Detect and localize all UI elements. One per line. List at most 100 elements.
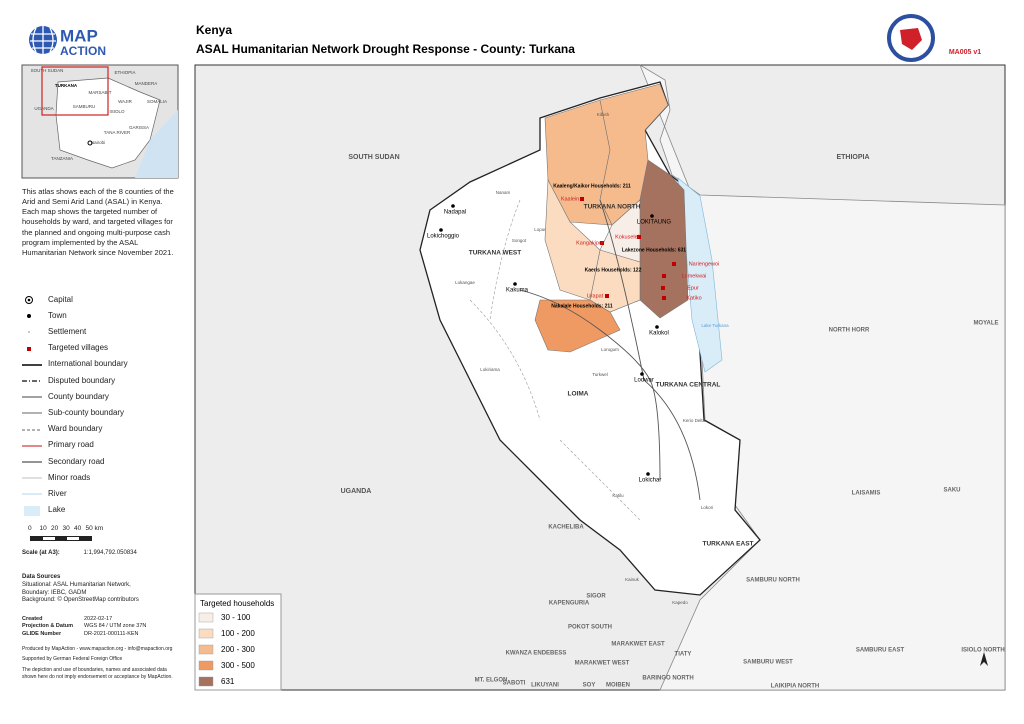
- inset-label: WAJIR: [118, 99, 133, 104]
- subcountie-label: TURKANA EAST: [702, 541, 753, 548]
- ward-callout: Kaeris Households: 122: [585, 267, 642, 273]
- class-label: 631: [221, 677, 235, 686]
- data-sources: Data Sources Situational: ASAL Humanitar…: [22, 574, 180, 605]
- wards: [534, 83, 689, 353]
- village-label: Kaalein: [561, 196, 579, 202]
- households-legend-title: Targeted households: [200, 599, 274, 608]
- logo-text: MAP: [60, 26, 98, 45]
- town-label: Kalokol: [649, 331, 669, 337]
- metadata-key: Projection & Datum: [22, 623, 74, 630]
- settlement-label: Lorugum: [601, 347, 619, 352]
- legend-label: Capital: [48, 294, 73, 304]
- legend-symbol: [22, 412, 42, 414]
- countrie-label: UGANDA: [341, 488, 372, 495]
- legend-symbol: [22, 445, 42, 447]
- region-label: ISIOLO NORTH: [961, 648, 1004, 654]
- metadata-key: GLIDE Number: [22, 630, 62, 637]
- data-sources-title: Data Sources: [22, 574, 61, 580]
- village-symbol: [605, 294, 609, 298]
- settlement-label: Turkwel: [592, 372, 608, 377]
- legend-item: International boundary: [22, 357, 128, 373]
- inset-label: GARISSA: [129, 125, 149, 130]
- region-label: SAMBURU WEST: [743, 660, 793, 666]
- capital-symbol: [87, 140, 93, 146]
- region-label: SIGOR: [586, 594, 606, 600]
- inset-labels: SOUTH SUDAN ETHIOPIA TURKANA MARSABIT MANDER…: [31, 68, 167, 161]
- metadata-row: Projection & Datum WGS 84 / UTM zone 37N: [22, 623, 180, 630]
- region-label: KACHELIBA: [548, 525, 584, 531]
- settlement-label: Kerio Delta: [683, 418, 706, 423]
- metadata-value: DR-2021-000111-KEN: [84, 630, 139, 637]
- region-label: KAPENGURIA: [549, 601, 590, 607]
- inset-ocean: [135, 110, 178, 178]
- north-arrow: [980, 652, 988, 666]
- settlement-label: Lokiriama: [480, 367, 500, 372]
- class-swatch: [198, 644, 214, 655]
- legend-symbol: [22, 493, 42, 495]
- inset-extent: [41, 66, 109, 116]
- village-label: Lomekwai: [682, 273, 707, 279]
- town-symbol: [439, 228, 443, 232]
- region-label: MARAKWET EAST: [611, 642, 665, 648]
- header-country: Kenya: [196, 23, 232, 37]
- town-label: Kakuma: [506, 288, 529, 294]
- region-label: MOIBEN: [606, 683, 630, 689]
- village-symbol: [672, 262, 676, 266]
- ward-callout: Kaaleng/Kaikor Households: 211: [553, 183, 631, 189]
- legend-item: Disputed boundary: [22, 373, 115, 389]
- settlement-label: Kibish: [597, 112, 610, 117]
- legend-item: Primary road: [22, 438, 94, 454]
- scale-tick-label: 30: [62, 525, 70, 532]
- legend-symbol-part: [27, 314, 31, 319]
- village-symbol: [662, 296, 666, 300]
- village-symbol: [661, 286, 665, 290]
- metadata: Created 2022-02-17 Projection & Datum WGS 8…: [22, 616, 180, 638]
- legend-label: Lake: [48, 505, 66, 515]
- region-label: SAKU: [943, 488, 960, 494]
- legend-symbol: [25, 296, 33, 304]
- region-label: SOY: [583, 683, 596, 689]
- scale-tick-label: 0: [28, 525, 32, 532]
- village-symbol: [600, 241, 604, 245]
- inset-label: SAMBURU: [73, 104, 96, 109]
- legend-item: Minor roads: [22, 470, 90, 486]
- description: This atlas shows each of the 8 counties …: [22, 187, 174, 257]
- village-label: Urapat: [587, 293, 604, 299]
- ward-boundary: [469, 199, 641, 521]
- region-label: LIKUYANI: [531, 683, 559, 689]
- town-label: Nadapal: [444, 210, 466, 216]
- class-swatch: [198, 660, 214, 671]
- legend-label: Ward boundary: [48, 424, 103, 434]
- legend-label: Town: [48, 310, 67, 320]
- legend-symbol: [22, 429, 42, 431]
- legend-item: County boundary: [22, 389, 109, 405]
- emblem-shape: [900, 28, 922, 50]
- legend-symbol: [27, 346, 31, 351]
- legend-item: River: [22, 486, 67, 502]
- region-label: KWANZA ENDEBESS: [506, 651, 567, 657]
- legend-label: County boundary: [48, 391, 109, 401]
- settlement-label: Lokori: [701, 505, 713, 510]
- class-label: 200 - 300: [221, 645, 255, 654]
- class-swatch: [198, 628, 214, 639]
- settlement-label: Katilu: [612, 493, 624, 498]
- region-label: LAIKIPIA NORTH: [771, 684, 819, 690]
- region-label: SAMBURU EAST: [856, 648, 905, 654]
- legend-symbol: [22, 380, 42, 382]
- legend-symbol-part: [24, 505, 40, 516]
- town-label: Lokichar: [639, 478, 662, 484]
- subcountie-label: TURKANA WEST: [469, 250, 522, 257]
- region-label: BARINGO NORTH: [642, 676, 693, 682]
- village-symbol: [580, 197, 584, 201]
- scale-value: 1:1,994,792.050834: [83, 550, 137, 556]
- road: [519, 199, 701, 501]
- inset-label: SOUTH SUDAN: [31, 68, 64, 73]
- town-label: Lodwar: [634, 378, 654, 384]
- ward-callout: Nakalale Households: 211: [551, 303, 613, 309]
- subcountie-label: TURKANA CENTRAL: [656, 382, 721, 389]
- town-symbol: [451, 204, 455, 208]
- metadata-value: WGS 84 / UTM zone 37N: [84, 623, 147, 630]
- legend-symbol-part: [25, 296, 33, 304]
- legend-symbol-part: [27, 298, 31, 302]
